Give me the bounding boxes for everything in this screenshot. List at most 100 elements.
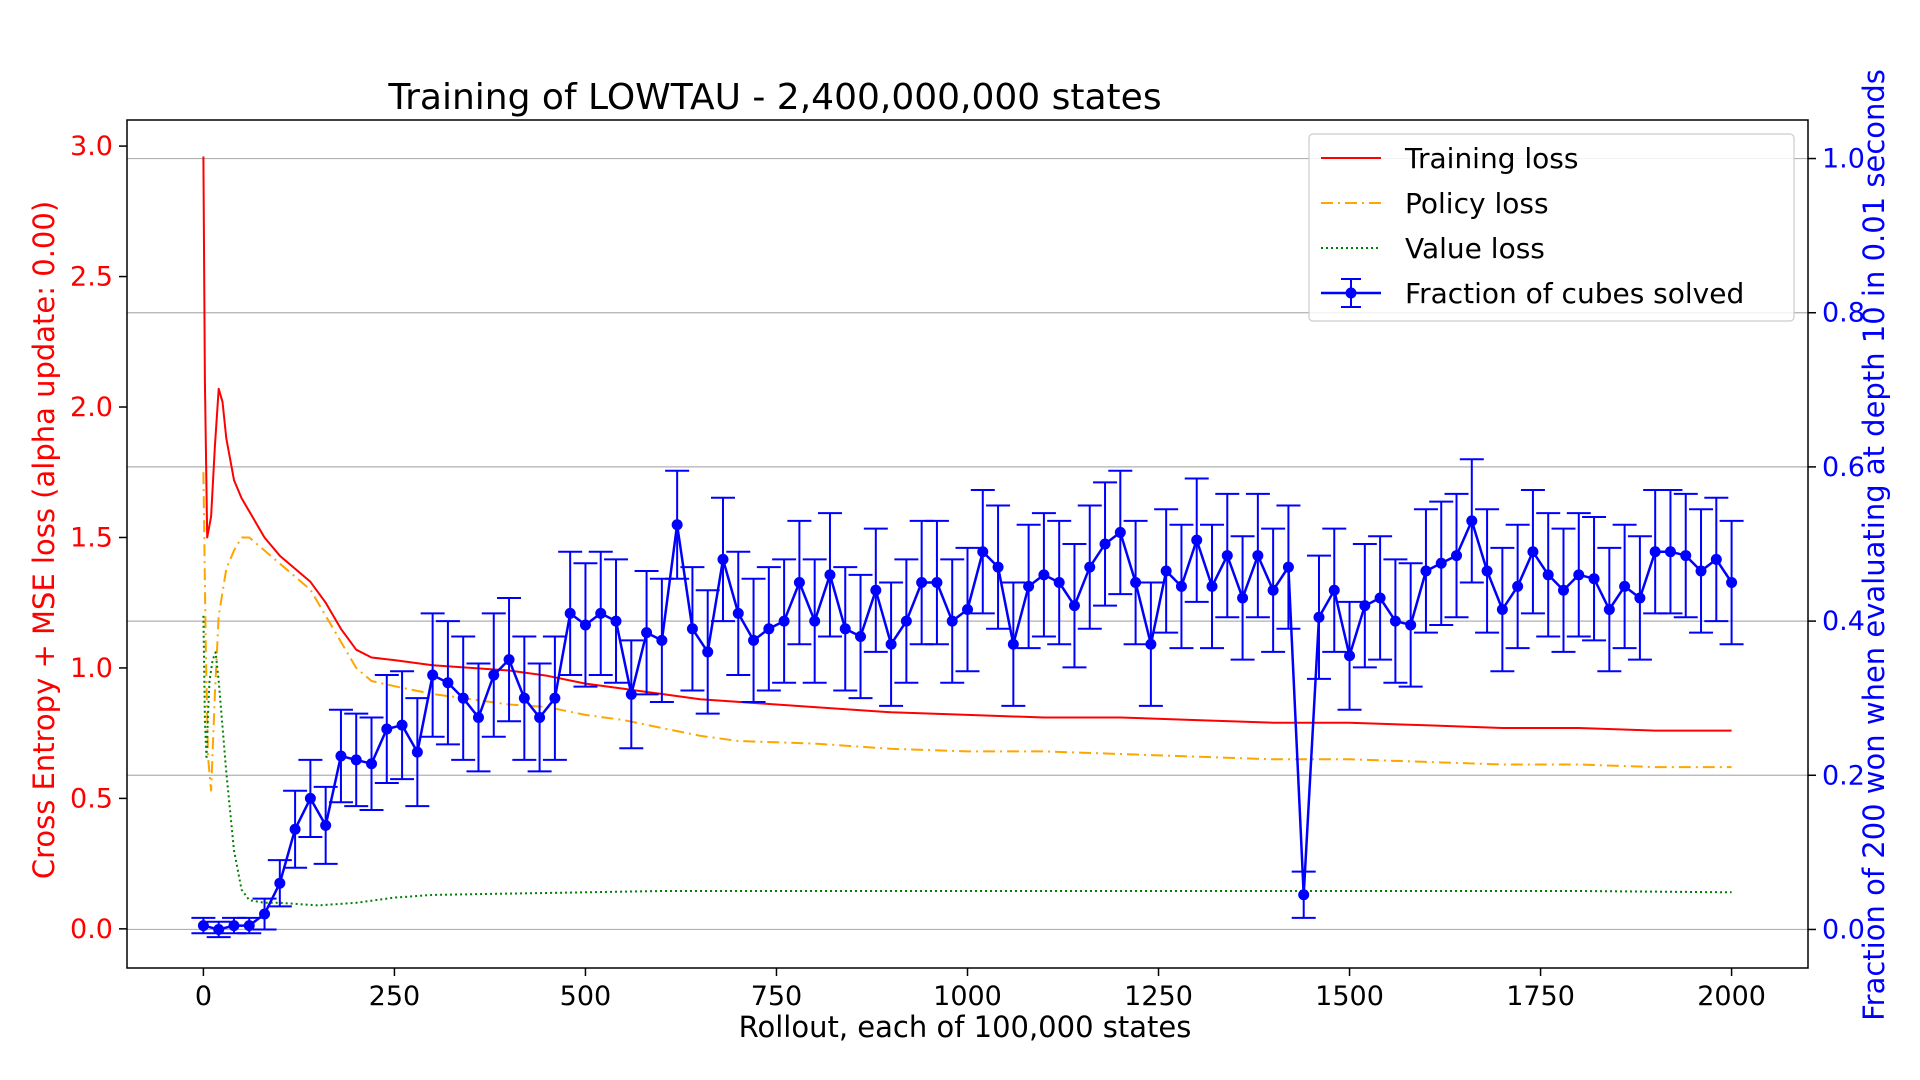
y-tick-label-left: 1.0 (70, 653, 113, 684)
data-point (1512, 580, 1524, 592)
data-point (381, 723, 393, 735)
data-point (1649, 546, 1661, 558)
x-tick-label: 1250 (1124, 981, 1193, 1012)
data-point (1053, 577, 1065, 589)
data-point (411, 746, 423, 758)
y-tick-label-right: 0.6 (1822, 452, 1865, 483)
data-point (1542, 569, 1554, 581)
x-tick-label: 1750 (1506, 981, 1575, 1012)
legend-label: Training loss (1404, 142, 1578, 175)
data-point (488, 669, 500, 681)
y-tick-label-left: 1.5 (70, 522, 113, 553)
data-point (1068, 600, 1080, 612)
y-axis-label-right: Fraction of 200 won when evaluating at d… (1857, 69, 1891, 1021)
y-tick-label-right: 0.2 (1822, 760, 1865, 791)
data-point (809, 615, 821, 627)
data-point (1007, 638, 1019, 650)
data-point (549, 692, 561, 704)
data-point (1710, 553, 1722, 565)
data-point (1664, 546, 1676, 558)
data-point (1695, 565, 1707, 577)
data-point (1130, 577, 1142, 589)
x-axis-label: Rollout, each of 100,000 states (739, 1010, 1192, 1044)
data-point (977, 546, 989, 558)
x-tick-label: 750 (751, 981, 803, 1012)
data-point (793, 577, 805, 589)
data-point (885, 638, 897, 650)
data-point (1726, 577, 1738, 589)
data-point (427, 669, 439, 681)
data-point (396, 719, 408, 731)
data-point (1084, 561, 1096, 573)
x-tick-label: 250 (369, 981, 421, 1012)
chart-title: Training of LOWTAU - 2,400,000,000 state… (387, 77, 1161, 118)
y-tick-label-left: 0.5 (70, 783, 113, 814)
data-point (686, 623, 698, 635)
data-point (1145, 638, 1157, 650)
data-point (962, 604, 973, 616)
data-point (656, 634, 668, 646)
data-point (1191, 534, 1203, 546)
data-point (1313, 611, 1325, 623)
data-point (304, 792, 316, 804)
data-point (1557, 584, 1569, 596)
data-point (259, 908, 271, 920)
data-point (1175, 580, 1187, 592)
data-point (824, 569, 836, 581)
data-point (320, 819, 332, 831)
axes-layer: 0 250 500 750 1000 1250 1500 1750 2000 0.0 0.5 1.0 1… (70, 119, 1865, 1012)
data-point (1344, 650, 1356, 662)
data-point (1252, 550, 1264, 562)
data-point (855, 631, 867, 643)
data-point (1588, 573, 1600, 585)
data-point (610, 615, 622, 627)
data-point (1038, 569, 1050, 581)
data-point (518, 692, 530, 704)
data-point (702, 646, 714, 658)
data-point (1328, 584, 1340, 596)
series-line-training-loss (202, 156, 1732, 732)
legend-marker (1345, 287, 1357, 299)
data-point (1099, 538, 1111, 550)
legend: Training loss Policy loss Value loss Fracti… (1308, 133, 1795, 322)
data-point (1481, 565, 1493, 577)
data-point (366, 758, 378, 770)
data-point (671, 519, 683, 531)
data-point (1282, 561, 1294, 573)
data-point (213, 923, 225, 935)
data-point (1267, 584, 1279, 596)
data-point (1680, 550, 1692, 562)
y-axis-label-left: Cross Entropy + MSE loss (alpha update: … (27, 201, 61, 879)
data-point (335, 750, 347, 762)
y-tick-label-right: 0.8 (1822, 298, 1865, 329)
data-point (1374, 592, 1386, 604)
data-point (748, 634, 760, 646)
y-tick-label-left: 0.0 (70, 914, 113, 945)
data-point (839, 623, 851, 635)
data-point (534, 711, 546, 723)
data-point (1496, 604, 1508, 616)
data-point (243, 920, 255, 932)
data-point (1634, 592, 1646, 604)
data-point (1389, 615, 1401, 627)
data-point (564, 607, 576, 619)
data-point (916, 577, 928, 589)
data-point (992, 561, 1004, 573)
data-point (1573, 569, 1585, 581)
data-point (503, 654, 515, 666)
data-point (870, 584, 882, 596)
data-point (350, 754, 362, 766)
x-tick-label: 0 (195, 981, 212, 1012)
data-point (595, 607, 607, 619)
data-point (763, 623, 775, 635)
y-tick-label-left: 2.0 (70, 392, 113, 423)
data-point (228, 920, 240, 932)
x-tick-label: 2000 (1697, 981, 1766, 1012)
x-tick-label: 1500 (1315, 981, 1384, 1012)
series-line-value-loss (202, 615, 1732, 907)
legend-label: Fraction of cubes solved (1405, 277, 1744, 310)
data-point (732, 607, 744, 619)
data-point (442, 677, 454, 689)
data-point (1160, 565, 1172, 577)
